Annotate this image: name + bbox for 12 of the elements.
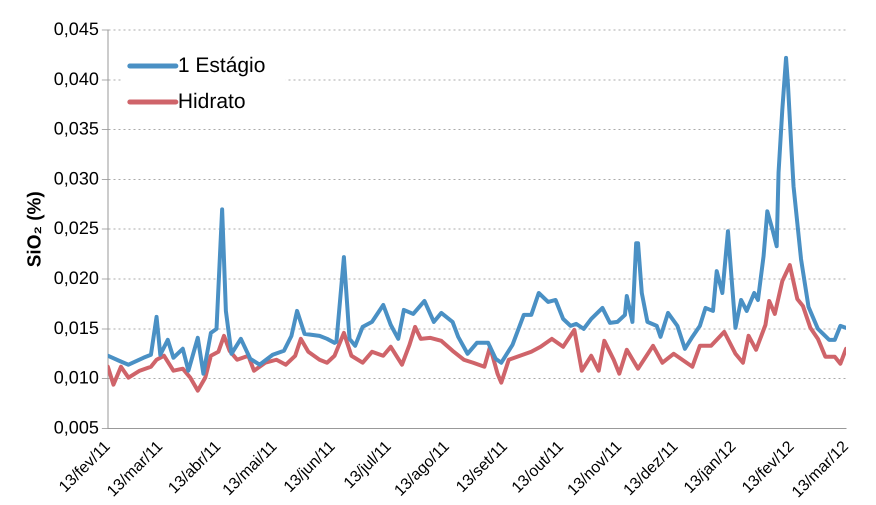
- y-tick-label: 0,020: [54, 268, 99, 288]
- y-tick-label: 0,015: [54, 318, 99, 338]
- y-tick-label: 0,010: [54, 368, 99, 388]
- legend-label: Hidrato: [178, 90, 246, 113]
- y-tick-label: 0,040: [54, 68, 99, 89]
- y-tick-label: 0,035: [54, 118, 99, 139]
- y-tick-label: 0,025: [54, 218, 99, 238]
- y-axis-title: SiO₂ (%): [24, 191, 46, 268]
- y-tick-label: 0,005: [54, 417, 99, 438]
- y-tick-label: 0,045: [54, 18, 99, 39]
- legend-label: 1 Estágio: [178, 54, 266, 77]
- y-tick-label: 0,030: [54, 168, 99, 188]
